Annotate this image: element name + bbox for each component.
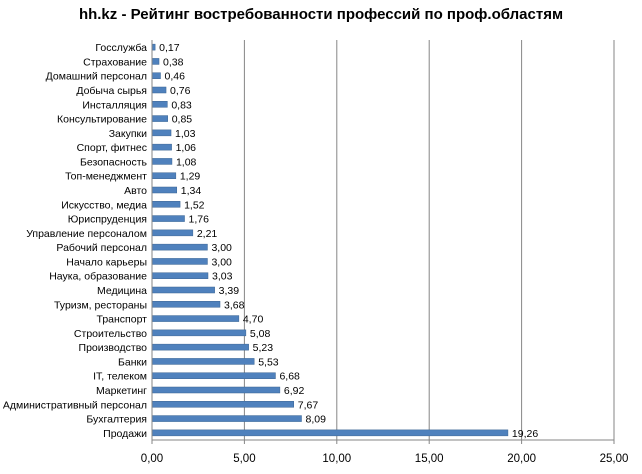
bar xyxy=(151,215,185,222)
bar xyxy=(151,343,249,351)
category-label: Управление персоналом xyxy=(26,228,147,240)
value-label: 6,68 xyxy=(279,371,300,383)
value-label: 0,17 xyxy=(159,42,180,54)
value-label: 3,03 xyxy=(212,271,233,283)
category-label: Консультирование xyxy=(57,114,147,126)
x-tick-label: 10,00 xyxy=(322,453,351,465)
value-labels: 0,17 0,38 0,46 0,76 0,83 0,85 1,03 1,06 1,08 1,29… xyxy=(159,42,538,440)
value-label: 4,70 xyxy=(243,314,264,326)
category-label: Строительство xyxy=(74,328,147,340)
category-label: Спорт, фитнес xyxy=(77,142,147,154)
bar xyxy=(151,229,194,237)
chart-title: hh.kz - Рейтинг востребованности професс… xyxy=(78,6,564,23)
category-label: Безопасность xyxy=(80,156,148,168)
bar xyxy=(151,186,178,194)
value-label: 0,76 xyxy=(170,85,191,97)
bar xyxy=(151,358,255,365)
category-label: Топ-менеджмент xyxy=(65,171,147,183)
category-label: Начало карьеры xyxy=(66,256,147,268)
category-label: Добыча сырья xyxy=(76,85,147,97)
category-label: Юриспруденция xyxy=(68,214,147,226)
value-label: 2,21 xyxy=(197,228,218,240)
bar xyxy=(151,401,294,408)
value-label: 1,76 xyxy=(189,214,210,226)
bar xyxy=(151,72,161,79)
x-tick-label: 20,00 xyxy=(507,453,536,465)
x-tick-label: 25,00 xyxy=(600,453,629,465)
category-label: Авто xyxy=(124,185,147,197)
value-label: 7,67 xyxy=(298,399,319,411)
x-tick-label: 15,00 xyxy=(415,453,444,465)
bar xyxy=(151,386,281,394)
value-label: 0,38 xyxy=(163,56,184,68)
category-label: Маркетинг xyxy=(96,385,147,397)
bar xyxy=(151,129,172,137)
value-label: 1,34 xyxy=(181,185,202,197)
bar xyxy=(151,158,173,165)
x-axis-ticks: 0,00 5,00 10,00 15,00 20,00 25,00 xyxy=(141,440,629,465)
bar xyxy=(151,86,167,94)
bar xyxy=(151,258,208,265)
value-label: 3,68 xyxy=(224,299,245,311)
category-label: Наука, образование xyxy=(49,271,147,283)
value-label: 3,00 xyxy=(211,242,232,254)
bar xyxy=(151,429,509,437)
category-label: Производство xyxy=(79,342,148,354)
category-labels: Госслужба Страхование Домашний персонал Доб… xyxy=(3,42,148,440)
value-label: 5,08 xyxy=(250,328,271,340)
value-label: 3,00 xyxy=(211,256,232,268)
bar xyxy=(151,286,215,294)
category-label: Банки xyxy=(118,356,147,368)
value-label: 19,26 xyxy=(512,428,538,440)
category-label: Страхование xyxy=(83,56,147,68)
bar xyxy=(151,315,240,322)
value-label: 1,06 xyxy=(176,142,197,154)
category-label: Рабочий персонал xyxy=(56,242,147,254)
category-label: Инсталляция xyxy=(82,99,147,111)
bars xyxy=(151,43,509,437)
bar xyxy=(151,115,168,122)
category-label: Медицина xyxy=(97,285,147,297)
x-tick-label: 5,00 xyxy=(233,453,255,465)
bar xyxy=(151,301,221,308)
category-label: Административный персонал xyxy=(3,399,147,411)
value-label: 0,46 xyxy=(165,71,186,83)
value-label: 0,85 xyxy=(172,114,193,126)
bar xyxy=(151,243,208,251)
bar xyxy=(151,415,302,422)
category-label: Искусство, медиа xyxy=(61,199,147,211)
value-label: 5,23 xyxy=(253,342,274,354)
category-label: Домашний персонал xyxy=(46,71,147,83)
value-label: 1,03 xyxy=(175,128,196,140)
bar xyxy=(151,172,177,179)
value-label: 0,83 xyxy=(171,99,192,111)
value-label: 3,39 xyxy=(219,285,240,297)
category-label: Бухгалтерия xyxy=(86,414,147,426)
value-label: 8,09 xyxy=(306,414,327,426)
value-label: 1,29 xyxy=(180,171,201,183)
value-label: 1,52 xyxy=(184,199,205,211)
bar xyxy=(151,201,181,208)
bar xyxy=(151,143,172,151)
bar xyxy=(151,58,160,65)
value-label: 6,92 xyxy=(284,385,305,397)
bar xyxy=(151,101,168,108)
bar xyxy=(151,329,247,337)
category-label: IT, телеком xyxy=(93,371,147,383)
category-label: Закупки xyxy=(109,128,147,140)
value-label: 5,53 xyxy=(258,356,279,368)
category-label: Туризм, рестораны xyxy=(54,299,147,311)
value-label: 1,08 xyxy=(176,156,197,168)
x-tick-label: 0,00 xyxy=(141,453,163,465)
category-label: Транспорт xyxy=(97,314,148,326)
category-label: Госслужба xyxy=(95,42,147,54)
category-label: Продажи xyxy=(103,428,147,440)
bar xyxy=(151,372,276,379)
bar xyxy=(151,272,209,279)
